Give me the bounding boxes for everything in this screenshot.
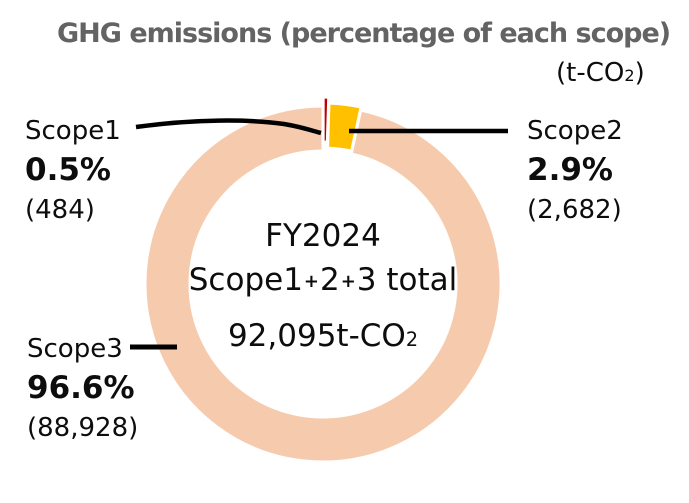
scope1-name: Scope1 bbox=[25, 116, 121, 146]
chart-title: GHG emissions (percentage of each scope) bbox=[57, 18, 671, 49]
center-total-label: Scope1+2+3 total bbox=[188, 262, 458, 298]
scope1-percent: 0.5% bbox=[25, 152, 111, 188]
donut-segments bbox=[143, 95, 503, 464]
label-scope1: Scope1 0.5% (484) bbox=[25, 112, 121, 230]
label-scope3: Scope3 96.6% (88,928) bbox=[27, 330, 138, 448]
scope3-segment bbox=[143, 104, 503, 464]
scope2-value: (2,682) bbox=[527, 195, 622, 225]
label-scope2: Scope2 2.9% (2,682) bbox=[527, 112, 623, 230]
unit-note: (t-CO2) bbox=[556, 58, 645, 88]
scope2-name: Scope2 bbox=[527, 116, 623, 146]
scope2-percent: 2.9% bbox=[527, 152, 613, 188]
scope1-value: (484) bbox=[25, 195, 95, 225]
center-total-value: 92,095t-CO2 bbox=[227, 317, 419, 354]
donut-center-text: FY2024 Scope1+2+3 total 92,095t-CO2 bbox=[163, 214, 483, 362]
scope3-name: Scope3 bbox=[27, 334, 123, 364]
scope3-percent: 96.6% bbox=[27, 370, 135, 406]
center-fiscal-year: FY2024 bbox=[265, 218, 381, 254]
leader-line-scope1 bbox=[135, 118, 322, 136]
scope3-value: (88,928) bbox=[27, 413, 139, 443]
